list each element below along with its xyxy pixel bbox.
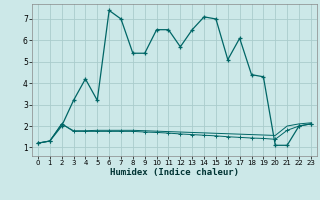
- X-axis label: Humidex (Indice chaleur): Humidex (Indice chaleur): [110, 168, 239, 177]
